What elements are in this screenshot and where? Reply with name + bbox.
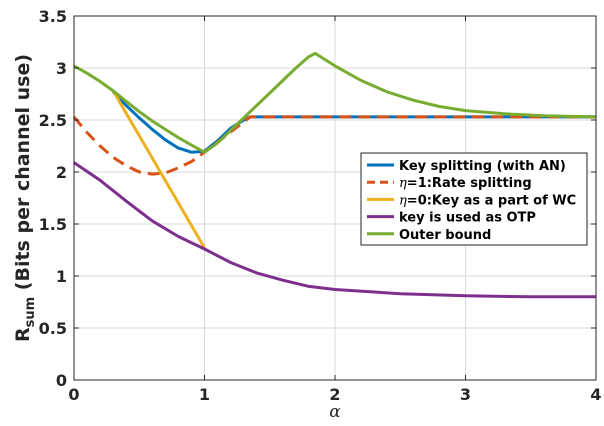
y-axis-label-main: R [12,327,34,342]
legend-box [360,152,588,246]
tick-marks [73,15,597,381]
y-tick-label: 3.5 [39,7,67,26]
x-tick-label: 1 [199,385,210,404]
series-line-5 [73,51,597,154]
y-axis-label-rest: (Bits per channel use) [12,54,34,297]
x-tick-label: 3 [460,385,471,404]
x-tick-label: 0 [68,385,79,404]
y-tick-label: 1 [56,267,67,286]
x-tick-label: 2 [329,385,340,404]
x-tick-label: 4 [590,385,601,404]
series-line-3 [111,90,206,249]
y-tick-label: 0.5 [39,319,67,338]
y-axis-label: Rsum (Bits per channel use) [12,54,38,342]
y-tick-label: 2 [56,163,67,182]
legend-label-5: Outer bound [399,228,491,243]
y-tick-label: 3 [56,59,67,78]
y-tick-label: 1.5 [39,215,67,234]
series-line-2 [72,115,596,176]
y-tick-label: 2.5 [39,111,67,130]
y-tick-label: 0 [56,371,67,390]
legend-label-1: Key splitting (with AN) [399,159,566,174]
series-lines [72,51,597,299]
legend: Key splitting (with AN) η=1:Rate splittin… [360,152,588,246]
x-axis-label: α [329,402,341,422]
series-line-4 [73,161,596,299]
legend-label-3: η=0:Key as a part of WC [399,193,576,208]
legend-label-4: key is used as OTP [399,211,536,226]
series-line-1 [112,90,596,154]
legend-label-2: η=1:Rate splitting [399,176,532,191]
y-axis-label-subscript: sum [23,297,38,328]
tick-labels: 0 1 2 3 4 0 0.5 1 1.5 2 2.5 3 3.5 [39,7,602,404]
